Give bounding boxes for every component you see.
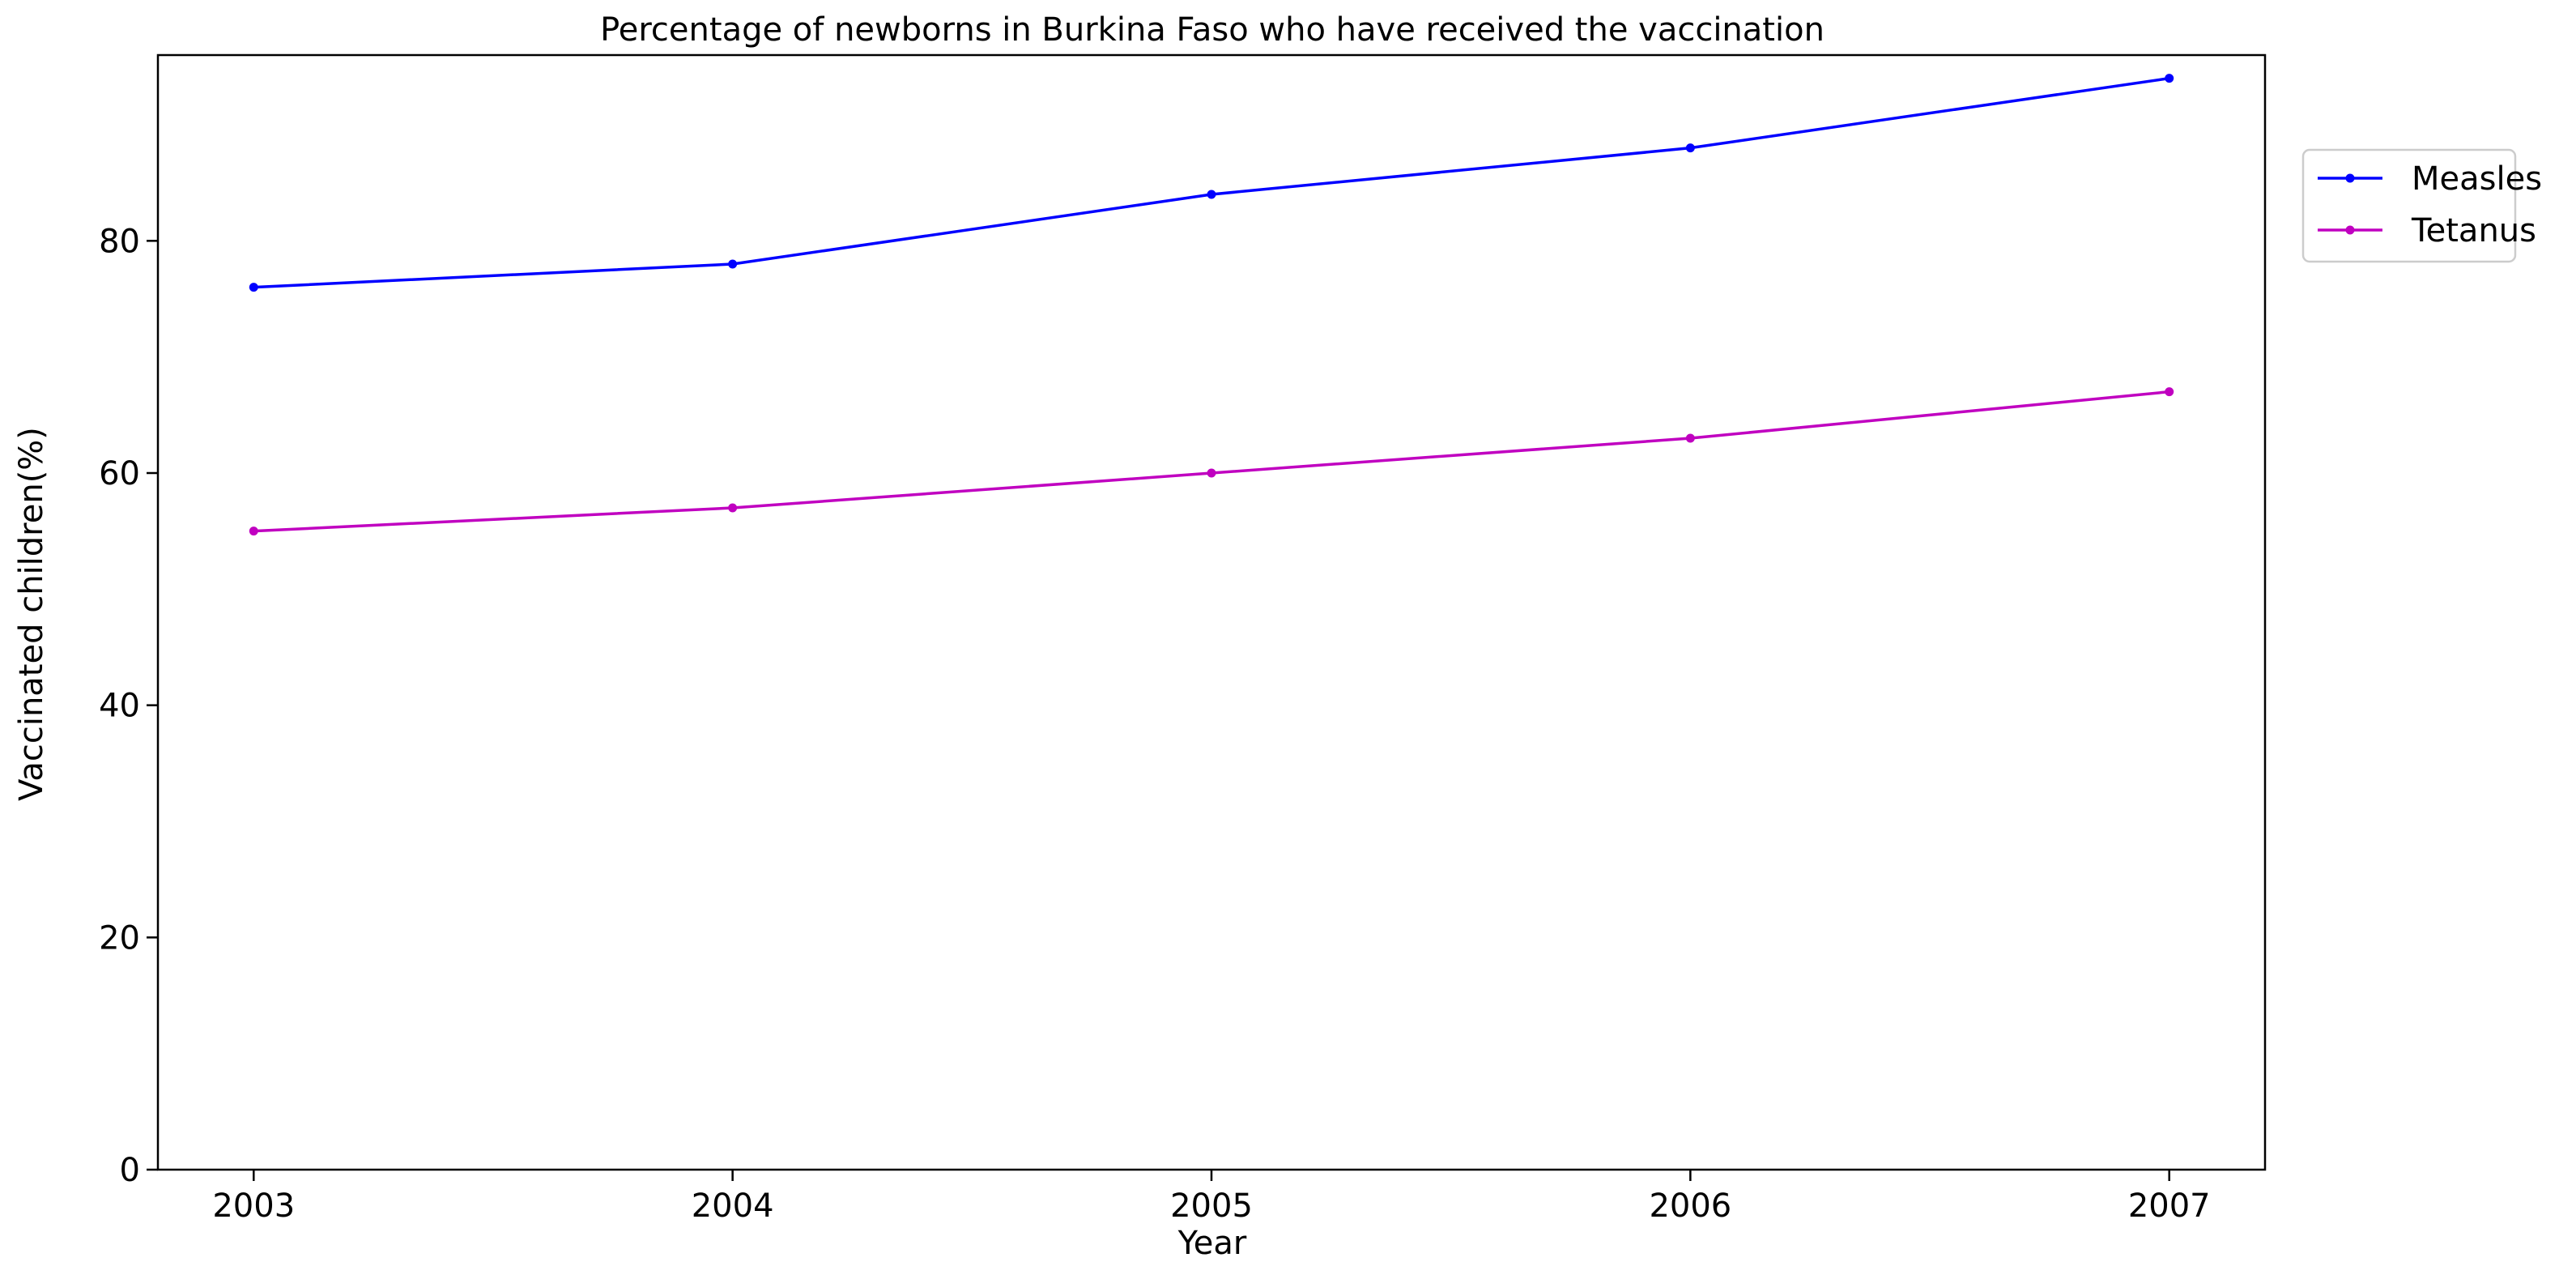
plot-area-frame [156,53,2267,1171]
data-point-tetanus [1207,468,1216,478]
series-layer [249,74,2174,536]
x-tick-label: 2004 [692,1187,774,1225]
data-point-tetanus [2165,387,2174,397]
data-point-measles [1207,190,1216,199]
chart-title: Percentage of newborns in Burkina Faso w… [600,11,1824,49]
legend-marker-tetanus [2345,225,2355,235]
data-point-measles [249,283,258,292]
legend: Measles Tetanus [2301,148,2542,263]
y-axis-label: Vaccinated children(%) [13,427,50,801]
y-tick-label: 20 [99,919,140,957]
y-tick-label: 80 [99,223,140,260]
data-point-tetanus [728,503,738,513]
y-axis-ticks: 0 20 40 60 80 [99,223,158,1189]
series-line-measles [253,76,2169,289]
y-tick-label: 40 [99,688,140,725]
x-axis-ticks: 2003 2004 2005 2006 2007 [212,1170,2211,1225]
x-tick-label: 2006 [1649,1187,1731,1225]
data-point-measles [1685,143,1695,153]
data-point-tetanus [249,527,258,536]
series-line-tetanus [253,390,2169,533]
data-point-measles [2165,74,2174,83]
y-tick-label: 0 [120,1152,140,1189]
legend-entries: Measles Tetanus [2318,160,2542,249]
legend-label-measles: Measles [2412,160,2542,198]
data-point-measles [728,259,738,269]
y-tick-label: 60 [99,455,140,492]
x-tick-label: 2003 [212,1187,295,1225]
data-point-tetanus [1685,433,1695,443]
x-tick-label: 2007 [2128,1187,2211,1225]
legend-label-tetanus: Tetanus [2411,212,2536,249]
legend-marker-measles [2345,173,2355,183]
x-axis-label: Year [1177,1225,1247,1262]
x-tick-label: 2005 [1170,1187,1253,1225]
